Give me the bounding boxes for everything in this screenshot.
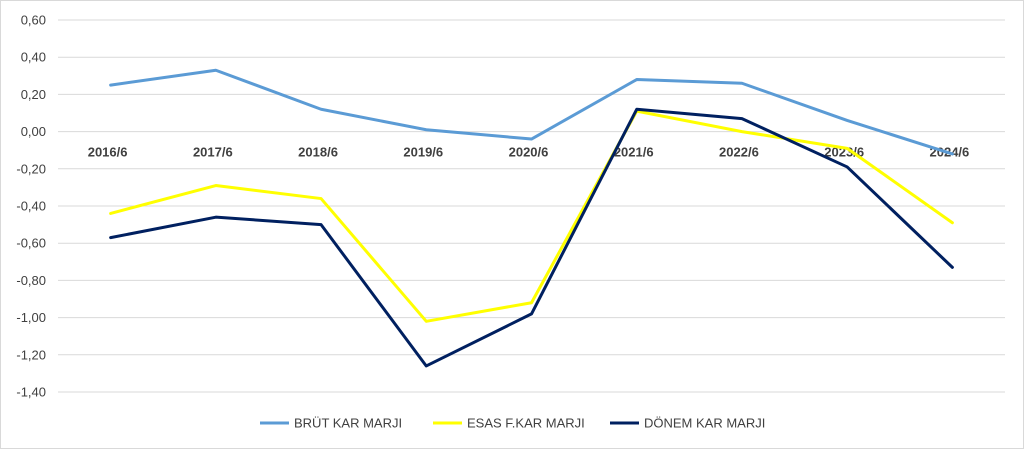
x-tick-label: 2017/6 [193, 145, 233, 160]
y-tick-label: -0,20 [16, 161, 46, 176]
legend: BRÜT KAR MARJI ESAS F.KAR MARJI DÖNEM KAR … [260, 416, 765, 431]
y-tick-label: -0,40 [16, 199, 46, 214]
legend-label: ESAS F.KAR MARJI [467, 416, 585, 431]
gridlines [58, 20, 1005, 392]
legend-label: BRÜT KAR MARJI [294, 416, 402, 431]
x-tick-label: 2019/6 [403, 145, 443, 160]
x-tick-label: 2016/6 [88, 145, 128, 160]
y-tick-label: -0,60 [16, 236, 46, 251]
x-tick-label: 2021/6 [614, 145, 654, 160]
x-tick-label: 2018/6 [298, 145, 338, 160]
y-axis-ticks: 0,60 0,40 0,20 0,00 -0,20 -0,40 -0,60 -0,80 -1,0… [16, 13, 46, 400]
x-tick-label: 2020/6 [509, 145, 549, 160]
y-tick-label: -1,40 [16, 385, 46, 400]
x-tick-label: 2022/6 [719, 145, 759, 160]
y-tick-label: 0,20 [21, 87, 46, 102]
y-tick-label: -1,00 [16, 310, 46, 325]
y-tick-label: 0,60 [21, 13, 46, 28]
y-tick-label: 0,40 [21, 50, 46, 65]
legend-label: DÖNEM KAR MARJI [644, 416, 765, 431]
y-tick-label: -1,20 [16, 347, 46, 362]
y-tick-label: -0,80 [16, 273, 46, 288]
series-line-1 [111, 70, 953, 154]
y-tick-label: 0,00 [21, 124, 46, 139]
series-line-2 [111, 111, 953, 321]
series-lines [111, 70, 953, 366]
